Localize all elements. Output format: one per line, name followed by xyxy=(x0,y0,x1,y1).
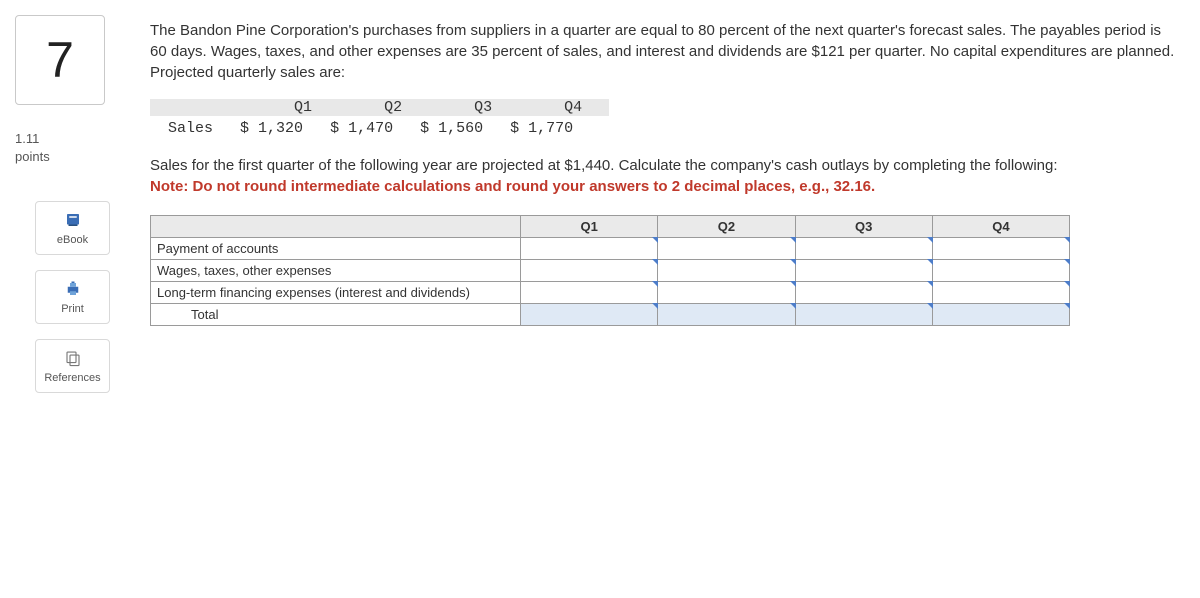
main-content: The Bandon Pine Corporation's purchases … xyxy=(140,10,1200,393)
cell-total-q4[interactable] xyxy=(932,304,1069,326)
cell-payment-q1[interactable] xyxy=(521,238,658,260)
sales-v-q2: $ 1,470 xyxy=(330,120,393,137)
answer-table: Q1 Q2 Q3 Q4 Payment of accounts Wages, t… xyxy=(150,215,1070,326)
ebook-button[interactable]: eBook xyxy=(35,201,110,255)
cell-financing-q2[interactable] xyxy=(658,282,795,304)
answer-header-row: Q1 Q2 Q3 Q4 xyxy=(151,216,1070,238)
instruction-block: Sales for the first quarter of the follo… xyxy=(150,155,1180,197)
input-payment-q2[interactable] xyxy=(658,238,794,259)
print-button[interactable]: Print xyxy=(35,270,110,324)
input-financing-q1[interactable] xyxy=(521,282,657,303)
note-text: Note: Do not round intermediate calculat… xyxy=(150,178,875,195)
row-label-financing: Long-term financing expenses (interest a… xyxy=(151,282,521,304)
input-total-q3[interactable] xyxy=(796,304,932,325)
sales-v-q3: $ 1,560 xyxy=(420,120,483,137)
question-number: 7 xyxy=(46,31,74,89)
cell-payment-q3[interactable] xyxy=(795,238,932,260)
input-total-q2[interactable] xyxy=(658,304,794,325)
points-label: 1.11 points xyxy=(15,130,140,166)
sales-data-block: Q1 Q2 Q3 Q4 Sales $ 1,320 $ 1,470 $ 1,56… xyxy=(150,97,1180,139)
sales-v-q1: $ 1,320 xyxy=(240,120,303,137)
row-label-payment: Payment of accounts xyxy=(151,238,521,260)
cell-financing-q3[interactable] xyxy=(795,282,932,304)
sales-h-q4: Q4 xyxy=(564,99,582,116)
print-label: Print xyxy=(61,303,84,315)
ebook-icon xyxy=(63,210,83,230)
row-financing: Long-term financing expenses (interest a… xyxy=(151,282,1070,304)
question-number-box: 7 xyxy=(15,15,105,105)
input-payment-q3[interactable] xyxy=(796,238,932,259)
input-financing-q4[interactable] xyxy=(933,282,1069,303)
row-label-wages: Wages, taxes, other expenses xyxy=(151,260,521,282)
input-payment-q1[interactable] xyxy=(521,238,657,259)
references-icon xyxy=(63,348,83,368)
input-wages-q1[interactable] xyxy=(521,260,657,281)
cell-payment-q2[interactable] xyxy=(658,238,795,260)
points-value: 1.11 xyxy=(15,130,140,148)
side-tools: eBook Print References xyxy=(10,201,140,393)
col-q1: Q1 xyxy=(521,216,658,238)
cell-wages-q2[interactable] xyxy=(658,260,795,282)
references-label: References xyxy=(44,372,100,384)
input-total-q1[interactable] xyxy=(521,304,657,325)
input-wages-q4[interactable] xyxy=(933,260,1069,281)
ebook-label: eBook xyxy=(57,234,88,246)
sales-h-q3: Q3 xyxy=(474,99,492,116)
references-button[interactable]: References xyxy=(35,339,110,393)
col-q2: Q2 xyxy=(658,216,795,238)
input-wages-q3[interactable] xyxy=(796,260,932,281)
cell-total-q3[interactable] xyxy=(795,304,932,326)
input-wages-q2[interactable] xyxy=(658,260,794,281)
cell-total-q2[interactable] xyxy=(658,304,795,326)
sales-h-q2: Q2 xyxy=(384,99,402,116)
row-payment: Payment of accounts xyxy=(151,238,1070,260)
input-financing-q2[interactable] xyxy=(658,282,794,303)
cell-payment-q4[interactable] xyxy=(932,238,1069,260)
cell-financing-q4[interactable] xyxy=(932,282,1069,304)
row-label-total: Total xyxy=(151,304,521,326)
cell-total-q1[interactable] xyxy=(521,304,658,326)
intro-text: The Bandon Pine Corporation's purchases … xyxy=(150,20,1180,83)
blank-header xyxy=(151,216,521,238)
input-total-q4[interactable] xyxy=(933,304,1069,325)
sales-row-label: Sales xyxy=(168,120,213,137)
row-wages: Wages, taxes, other expenses xyxy=(151,260,1070,282)
print-icon xyxy=(63,279,83,299)
row-total: Total xyxy=(151,304,1070,326)
cell-wages-q3[interactable] xyxy=(795,260,932,282)
sales-h-q1: Q1 xyxy=(294,99,312,116)
input-payment-q4[interactable] xyxy=(933,238,1069,259)
col-q4: Q4 xyxy=(932,216,1069,238)
col-q3: Q3 xyxy=(795,216,932,238)
cell-wages-q1[interactable] xyxy=(521,260,658,282)
input-financing-q3[interactable] xyxy=(796,282,932,303)
cell-wages-q4[interactable] xyxy=(932,260,1069,282)
points-text: points xyxy=(15,148,140,166)
sidebar: 7 1.11 points eBook Print xyxy=(10,10,140,393)
cell-financing-q1[interactable] xyxy=(521,282,658,304)
mid-text: Sales for the first quarter of the follo… xyxy=(150,157,1058,174)
sales-v-q4: $ 1,770 xyxy=(510,120,573,137)
sales-header-row: Q1 Q2 Q3 Q4 xyxy=(150,99,609,116)
